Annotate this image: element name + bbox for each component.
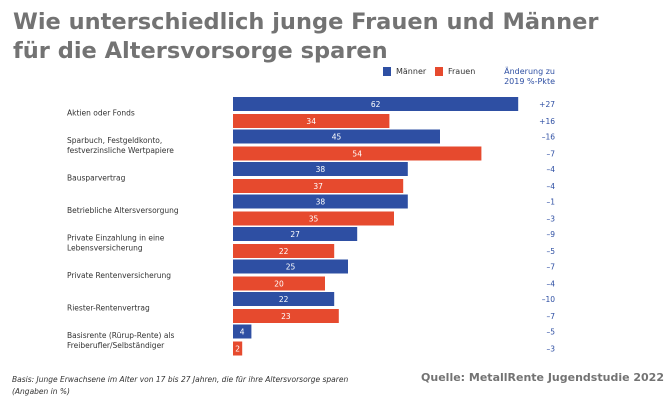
bar-maenner bbox=[233, 194, 408, 209]
change-header-line-2: 2019 %-Pkte bbox=[504, 77, 555, 86]
bar-value-label: 22 bbox=[279, 247, 289, 256]
bar-maenner bbox=[233, 97, 519, 111]
change-value: –1 bbox=[546, 198, 555, 207]
change-value: –4 bbox=[546, 165, 555, 174]
change-value: –7 bbox=[546, 263, 555, 272]
change-value: –5 bbox=[546, 328, 555, 337]
bar-maenner bbox=[233, 324, 252, 339]
change-value: –3 bbox=[546, 345, 555, 354]
bar-maenner bbox=[233, 129, 440, 144]
category-label: Freiberufler/Selbständiger bbox=[67, 341, 165, 350]
category-label: Basisrente (Rürup-Rente) als bbox=[67, 331, 175, 340]
bar-frauen bbox=[233, 244, 335, 258]
change-header: Änderung zu 2019 %-Pkte bbox=[470, 67, 555, 87]
legend-swatch-frauen bbox=[435, 67, 443, 76]
footnote-line-1: Basis: Junge Erwachsene im Alter von 17 … bbox=[12, 375, 349, 384]
category-label: Riester-Rentenvertrag bbox=[67, 304, 150, 313]
category-label: Lebensversicherung bbox=[67, 244, 143, 253]
bar-value-label: 38 bbox=[316, 165, 326, 174]
bar-frauen bbox=[233, 276, 325, 291]
bar-value-label: 25 bbox=[286, 263, 296, 272]
bar-maenner bbox=[233, 259, 348, 274]
bar-frauen bbox=[233, 341, 243, 356]
change-value: –9 bbox=[546, 230, 555, 239]
bar-frauen bbox=[233, 146, 482, 161]
bar-frauen bbox=[233, 211, 394, 226]
bar-value-label: 37 bbox=[313, 182, 323, 191]
category-label: Betriebliche Altersversorgung bbox=[67, 206, 179, 215]
category-label: Sparbuch, Festgeldkonto, bbox=[67, 136, 162, 145]
bar-value-label: 27 bbox=[290, 230, 300, 239]
bar-value-label: 20 bbox=[274, 280, 284, 289]
change-value: –4 bbox=[546, 280, 555, 289]
bar-maenner bbox=[233, 162, 408, 176]
change-value: –5 bbox=[546, 247, 555, 256]
change-value: –3 bbox=[546, 215, 555, 224]
bar-frauen bbox=[233, 179, 404, 193]
legend-label-frauen: Frauen bbox=[448, 67, 476, 76]
change-value: +16 bbox=[539, 117, 555, 126]
category-label: Bausparvertrag bbox=[67, 174, 126, 183]
bar-maenner bbox=[233, 227, 358, 241]
bar-value-label: 45 bbox=[332, 133, 342, 142]
bar-maenner bbox=[233, 292, 335, 306]
legend-swatch-maenner bbox=[383, 67, 391, 76]
bar-frauen bbox=[233, 114, 390, 128]
bar-value-label: 54 bbox=[352, 150, 362, 159]
bar-value-label: 62 bbox=[371, 100, 381, 109]
footnote-line-2: (Angaben in %) bbox=[12, 387, 70, 396]
category-label: Aktien oder Fonds bbox=[67, 109, 135, 118]
title-line-2: für die Altersvorsorge sparen bbox=[13, 38, 388, 64]
category-label: Private Rentenversicherung bbox=[67, 271, 171, 280]
legend-label-maenner: Männer bbox=[396, 67, 427, 76]
footnote: Basis: Junge Erwachsene im Alter von 17 … bbox=[12, 374, 412, 398]
change-value: –7 bbox=[546, 150, 555, 159]
bar-frauen bbox=[233, 309, 339, 323]
change-header-line-1: Änderung zu bbox=[504, 67, 555, 76]
bar-chart: Aktien oder Fonds 62 +27 34 +16 Sparbuch, Fes… bbox=[67, 97, 556, 356]
bar-value-label: 4 bbox=[240, 328, 245, 337]
category-label: Private Einzahlung in eine bbox=[67, 234, 165, 243]
change-value: –7 bbox=[546, 312, 555, 321]
change-value: –10 bbox=[542, 295, 556, 304]
bar-value-label: 2 bbox=[235, 345, 240, 354]
bar-value-label: 22 bbox=[279, 295, 289, 304]
legend-item-frauen: Frauen bbox=[435, 67, 475, 76]
source-label: Quelle: MetallRente Jugendstudie 2022 bbox=[421, 371, 664, 384]
bar-value-label: 34 bbox=[306, 117, 316, 126]
legend-item-maenner: Männer bbox=[383, 67, 426, 76]
chart-title: Wie unterschiedlich junge Frauen und Män… bbox=[13, 8, 663, 66]
bar-value-label: 23 bbox=[281, 312, 291, 321]
change-value: +27 bbox=[539, 100, 555, 109]
bar-value-label: 38 bbox=[316, 198, 326, 207]
change-value: –4 bbox=[546, 182, 555, 191]
change-value: –16 bbox=[542, 133, 556, 142]
category-label: festverzinsliche Wertpapiere bbox=[67, 146, 174, 155]
title-line-1: Wie unterschiedlich junge Frauen und Män… bbox=[13, 9, 599, 35]
bar-value-label: 35 bbox=[309, 215, 319, 224]
